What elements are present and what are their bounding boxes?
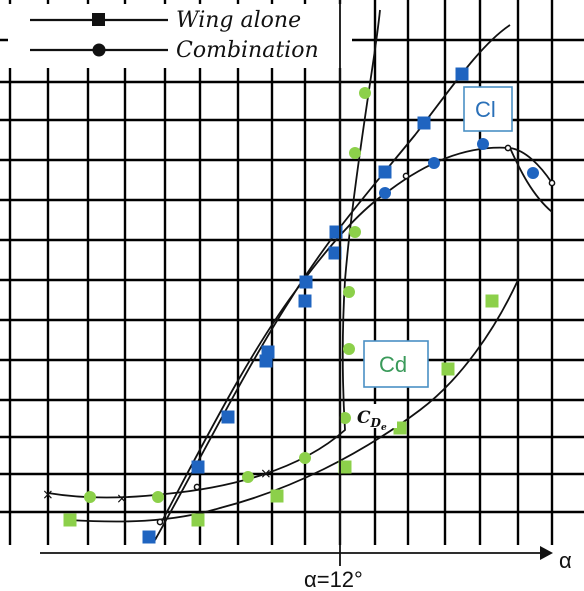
- cl-square-point: [142, 530, 156, 544]
- cd-circle-point: [343, 343, 355, 355]
- legend-circle-marker: [92, 43, 106, 57]
- cde-annotation: CDe: [355, 404, 397, 433]
- cl-square-point: [261, 345, 275, 359]
- cl-box: [463, 86, 513, 132]
- cl-circle-point: [527, 167, 539, 179]
- cd-circle-point: [152, 491, 164, 503]
- cd-circle-point: [349, 226, 361, 238]
- open-marker: [193, 483, 201, 491]
- cd-circle-point: [339, 412, 351, 424]
- legend-combination-label: Combination: [176, 38, 319, 63]
- cl-curve-combination: [159, 146, 553, 526]
- cd-square-point: [338, 460, 352, 474]
- cd-circle-point: [349, 147, 361, 159]
- cl-square-point: [299, 275, 313, 289]
- data-points: [63, 67, 539, 544]
- cross-marker: ×: [42, 487, 54, 503]
- cd-circle-point: [343, 286, 355, 298]
- cl-circle-point: [477, 138, 489, 150]
- cross-marker: ×: [116, 491, 128, 507]
- cd-circle-point: [299, 452, 311, 464]
- cd-circle-point: [359, 87, 371, 99]
- cl-square-point: [298, 294, 312, 308]
- cd-square-point: [63, 513, 77, 527]
- cde-background: [355, 404, 397, 428]
- bottom-band: [0, 545, 584, 591]
- cd-box: [363, 340, 429, 388]
- cd-square-point: [441, 362, 455, 376]
- cd-circle-point: [242, 471, 254, 483]
- open-marker: [156, 518, 164, 526]
- cl-square-point: [378, 165, 392, 179]
- cl-circle-point: [379, 187, 391, 199]
- x-axis-arrowhead: [540, 546, 553, 560]
- cl-square-point: [417, 116, 431, 130]
- cd-circle-point: [84, 491, 96, 503]
- legend-square-marker: [92, 13, 105, 26]
- legend: Wing alone Combination: [8, 4, 352, 68]
- open-marker: [548, 179, 556, 187]
- grid: [0, 0, 584, 548]
- cl-curve-wing-alone: [154, 24, 511, 541]
- cl-curve-combination-tail: [509, 147, 553, 213]
- cd-square-point: [191, 513, 205, 527]
- cd-curve-wing-alone: [67, 150, 519, 523]
- cl-label-box: Cl: [463, 86, 513, 132]
- cl-circle-point: [428, 157, 440, 169]
- open-marker: [504, 144, 512, 152]
- alpha-12-label: α=12°: [304, 567, 363, 591]
- cl-square-point: [328, 246, 342, 260]
- cl-square-point: [221, 410, 235, 424]
- x-axis-label: α: [559, 548, 572, 573]
- cd-square-point: [270, 489, 284, 503]
- open-marker: [402, 172, 410, 180]
- cd-square-point: [485, 294, 499, 308]
- cl-square-point: [455, 67, 469, 81]
- cl-label: Cl: [475, 97, 496, 122]
- legend-background: [8, 4, 352, 68]
- cross-marker: ×: [260, 466, 272, 482]
- cd-label: Cd: [379, 352, 407, 377]
- legend-wing-alone-label: Wing alone: [176, 8, 301, 33]
- cd-curve-combination: [47, 9, 381, 499]
- cde-label: CDe: [357, 408, 387, 433]
- cl-square-point: [191, 460, 205, 474]
- cd-label-box: Cd: [363, 340, 429, 388]
